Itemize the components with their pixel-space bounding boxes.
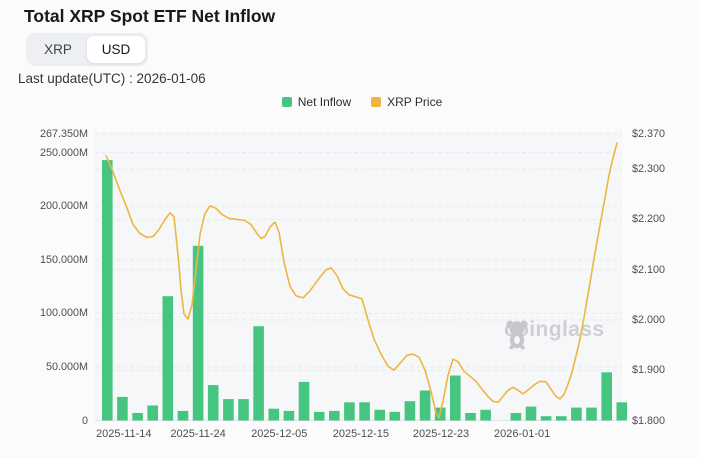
- right-axis-tick: $2.370: [632, 128, 666, 140]
- x-axis-tick: 2026-01-01: [494, 428, 551, 440]
- net-inflow-bar: [344, 402, 355, 421]
- net-inflow-bar: [450, 375, 461, 421]
- net-inflow-bar: [556, 416, 567, 421]
- net-inflow-bar: [283, 410, 295, 421]
- net-inflow-bar: [404, 401, 416, 421]
- left-axis-tick: 267.350M: [39, 128, 88, 140]
- right-axis-tick: $1.900: [632, 364, 666, 377]
- net-inflow-bar: [147, 405, 158, 421]
- watermark: coinglass: [504, 318, 605, 350]
- right-axis-tick: $2.100: [632, 263, 666, 276]
- x-axis-tick: 2025-11-24: [170, 428, 226, 440]
- xrp-price-swatch-icon: [371, 97, 382, 107]
- net-inflow-bar: [253, 326, 264, 421]
- net-inflow-bar: [419, 390, 431, 421]
- right-axis-tick: $2.000: [632, 313, 666, 326]
- x-axis-tick: 2025-12-23: [412, 428, 470, 440]
- net-inflow-bar: [223, 399, 234, 421]
- xrp-price-line: [105, 142, 618, 419]
- legend-item-xrp-price[interactable]: XRP Price: [371, 95, 442, 109]
- left-axis-tick: 150.000M: [39, 253, 88, 266]
- plot-background: [95, 131, 622, 421]
- x-axis-tick: 2025-12-05: [251, 428, 308, 440]
- coinglass-bear-icon: [506, 320, 528, 350]
- net-inflow-bar: [329, 410, 340, 421]
- net-inflow-bar: [525, 406, 537, 421]
- toggle-option-xrp[interactable]: XRP: [44, 42, 72, 57]
- left-axis-tick: 100.000M: [39, 307, 88, 320]
- net-inflow-bar: [117, 396, 128, 421]
- left-axis-tick: 250.000M: [39, 146, 88, 159]
- net-inflow-bar: [586, 407, 597, 421]
- net-inflow-bar: [616, 402, 628, 421]
- legend-item-net-inflow[interactable]: Net Inflow: [281, 95, 352, 109]
- net-inflow-bar: [192, 245, 204, 421]
- page-title: Total XRP Spot ETF Net Inflow: [24, 6, 276, 26]
- legend-label: Net Inflow: [297, 95, 352, 109]
- net-inflow-bar: [238, 399, 249, 421]
- left-axis-tick: 0: [81, 414, 88, 427]
- net-inflow-swatch-icon: [281, 97, 292, 107]
- right-axis-tick: $1.800: [632, 414, 666, 427]
- net-inflow-bar: [465, 413, 476, 421]
- watermark-text: coinglass: [504, 318, 605, 341]
- net-inflow-bar: [359, 402, 370, 421]
- net-inflow-bar: [389, 411, 401, 421]
- legend-label: XRP Price: [387, 95, 443, 109]
- left-axis-tick: 50.000M: [45, 360, 88, 373]
- net-inflow-bar: [162, 296, 174, 421]
- net-inflow-bar: [313, 411, 325, 421]
- chart-legend: Net Inflow XRP Price: [0, 95, 724, 109]
- net-inflow-bar: [374, 409, 385, 421]
- left-axis-tick: 200.000M: [39, 200, 88, 213]
- net-inflow-bar: [207, 385, 219, 421]
- currency-toggle[interactable]: XRP USD: [26, 33, 148, 66]
- right-axis-tick: $2.300: [632, 163, 666, 176]
- net-inflow-bar: [601, 372, 612, 421]
- net-inflow-bar: [571, 407, 582, 421]
- toggle-option-usd[interactable]: USD: [87, 36, 145, 63]
- x-axis-tick: 2025-11-14: [96, 428, 152, 440]
- x-axis-tick: 2025-12-15: [332, 428, 390, 440]
- net-inflow-bar: [298, 381, 310, 421]
- net-inflow-bar: [268, 408, 280, 421]
- right-axis-tick: $2.200: [632, 213, 666, 226]
- last-update-text: Last update(UTC) : 2026-01-06: [18, 71, 206, 86]
- net-inflow-bar: [540, 416, 552, 421]
- net-inflow-bar: [510, 413, 522, 421]
- net-inflow-bar: [480, 409, 491, 421]
- net-inflow-bar: [177, 410, 189, 421]
- net-inflow-bar: [132, 413, 143, 421]
- net-inflow-bar: [102, 160, 113, 421]
